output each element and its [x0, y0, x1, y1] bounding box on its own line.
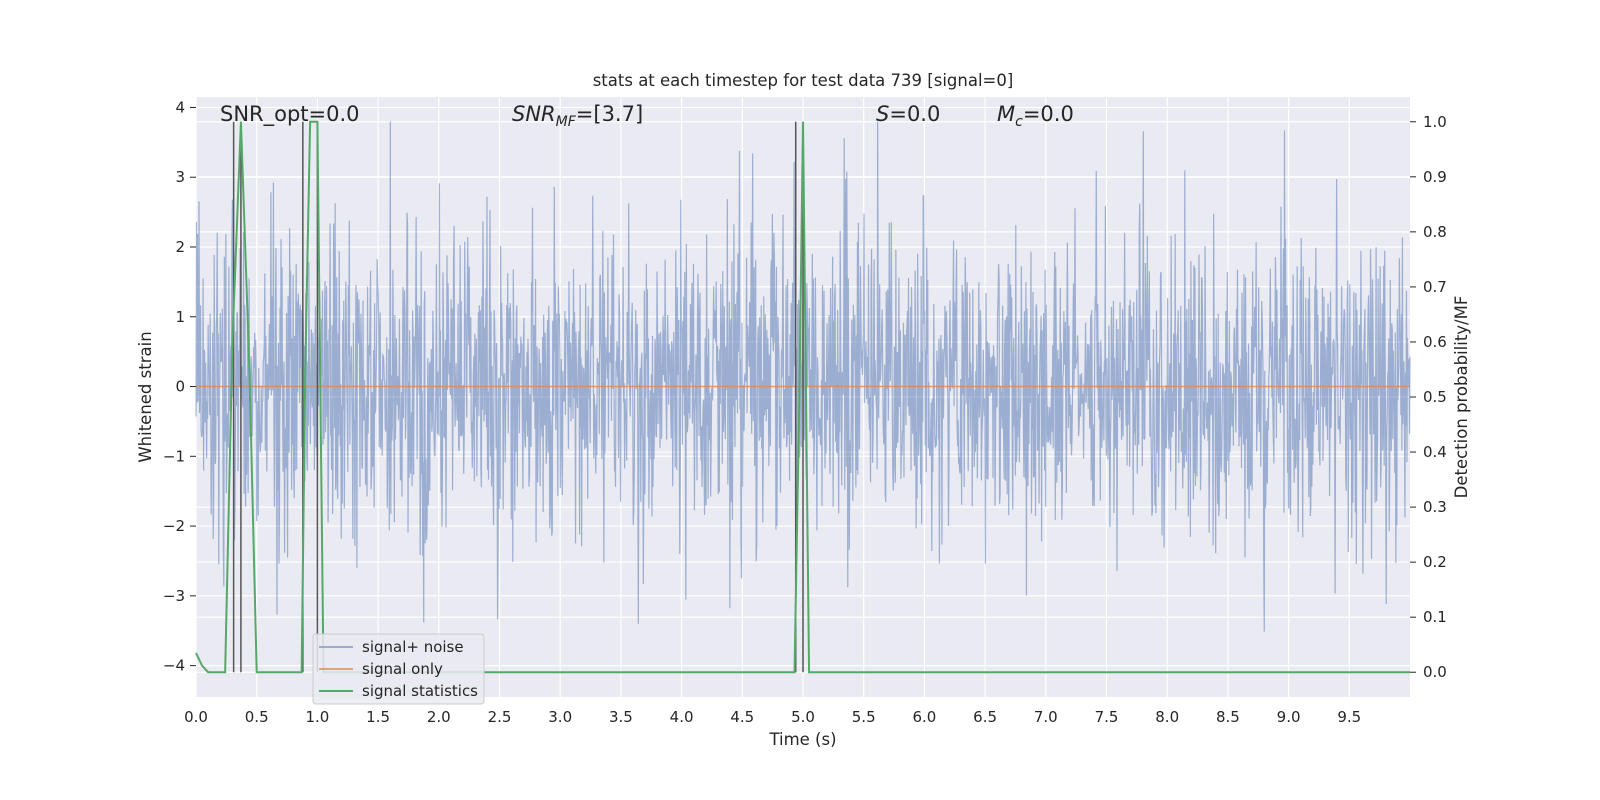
x-tick-label: 1.0 [305, 708, 329, 726]
right-tick-label: 1.0 [1423, 113, 1447, 131]
x-tick-label: 9.0 [1277, 708, 1301, 726]
x-tick-label: 3.5 [609, 708, 633, 726]
right-axis-label: Detection probability/MF [1452, 296, 1471, 499]
mc-name: M [997, 102, 1015, 126]
x-tick-label: 4.0 [670, 708, 694, 726]
left-tick-label: 3 [175, 168, 185, 186]
right-tick-label: 0.3 [1423, 498, 1447, 516]
series-signal-statistics [195, 120, 1410, 674]
snr-opt-annotation: SNR_opt=0.0 [220, 102, 360, 127]
left-tick-label: 0 [175, 378, 185, 396]
snr-mf-annotation: SNRMF=[3.7] [512, 102, 643, 130]
x-tick-label: 4.5 [730, 708, 754, 726]
legend-item-signal-plus-noise: signal+ noise [319, 638, 464, 656]
right-tick-label: 0.6 [1423, 333, 1447, 351]
mc-sub: c [1015, 114, 1023, 130]
right-tick-label: 0.2 [1423, 553, 1447, 571]
s-annotation: S=0.0 [876, 102, 940, 126]
legend-label-signal-statistics: signal statistics [362, 682, 478, 700]
plot-area [195, 97, 1411, 697]
vertical-markers [232, 121, 804, 673]
legend-label-signal-only: signal only [362, 660, 443, 678]
x-tick-label: 6.5 [973, 708, 997, 726]
right-tick-label: 0.9 [1423, 168, 1447, 186]
right-tick-label: 0.7 [1423, 278, 1447, 296]
x-tick-label: 2.5 [488, 708, 512, 726]
x-tick-label: 0.5 [245, 708, 269, 726]
left-axis-ticks: −4 −3 −2 −1 0 1 2 3 4 [163, 98, 196, 675]
right-axis-ticks: 0.0 0.1 0.2 0.3 0.4 0.5 0.6 0.7 0.8 0.9 1.0 [1410, 113, 1447, 681]
x-tick-label: 7.5 [1095, 708, 1119, 726]
right-tick-label: 0.0 [1423, 663, 1447, 681]
legend-item-signal-only: signal only [319, 660, 443, 678]
legend-box [312, 633, 485, 705]
x-tick-label: 8.5 [1216, 708, 1240, 726]
snr-mf-value: =[3.7] [576, 102, 643, 126]
legend-item-signal-statistics: signal statistics [319, 682, 478, 700]
right-tick-label: 0.8 [1423, 223, 1447, 241]
x-axis-ticks: 0.0 0.5 1.0 1.5 2.0 2.5 3.0 3.5 4.0 4.5 5.0 5.5 6.0 6… [184, 708, 1361, 726]
x-tick-label: 1.5 [366, 708, 390, 726]
left-tick-label: −3 [163, 587, 185, 605]
x-tick-label: 5.0 [791, 708, 815, 726]
left-tick-label: 1 [175, 308, 185, 326]
left-axis-label: Whitened strain [136, 331, 155, 462]
right-tick-label: 0.5 [1423, 388, 1447, 406]
left-tick-label: 4 [175, 98, 185, 116]
annotations: SNR_opt=0.0 SNRMF=[3.7] S=0.0 Mc=0.0 [220, 102, 1074, 130]
x-tick-label: 6.0 [912, 708, 936, 726]
x-tick-label: 7.0 [1034, 708, 1058, 726]
legend-label-signal-plus-noise: signal+ noise [362, 638, 464, 656]
x-tick-label: 8.0 [1155, 708, 1179, 726]
mc-value: =0.0 [1023, 102, 1074, 126]
left-tick-label: 2 [175, 238, 185, 256]
x-tick-label: 9.5 [1337, 708, 1361, 726]
x-axis-label: Time (s) [768, 730, 836, 749]
x-tick-label: 0.0 [184, 708, 208, 726]
s-value: =0.0 [889, 102, 940, 126]
snr-mf-name: SNR [512, 102, 556, 126]
left-tick-label: −1 [163, 447, 185, 465]
left-tick-label: −4 [163, 657, 185, 675]
x-tick-label: 5.5 [852, 708, 876, 726]
left-tick-label: −2 [163, 517, 185, 535]
x-tick-label: 2.0 [427, 708, 451, 726]
right-tick-label: 0.4 [1423, 443, 1447, 461]
mc-annotation: Mc=0.0 [997, 102, 1074, 130]
s-name: S [876, 102, 889, 126]
signal-statistics-line [195, 120, 1410, 674]
x-tick-label: 3.0 [548, 708, 572, 726]
snr-mf-sub: MF [556, 114, 577, 130]
legend: signal+ noise signal only signal statist… [312, 633, 485, 705]
chart-title: stats at each timestep for test data 739… [593, 71, 1014, 90]
right-tick-label: 0.1 [1423, 608, 1447, 626]
